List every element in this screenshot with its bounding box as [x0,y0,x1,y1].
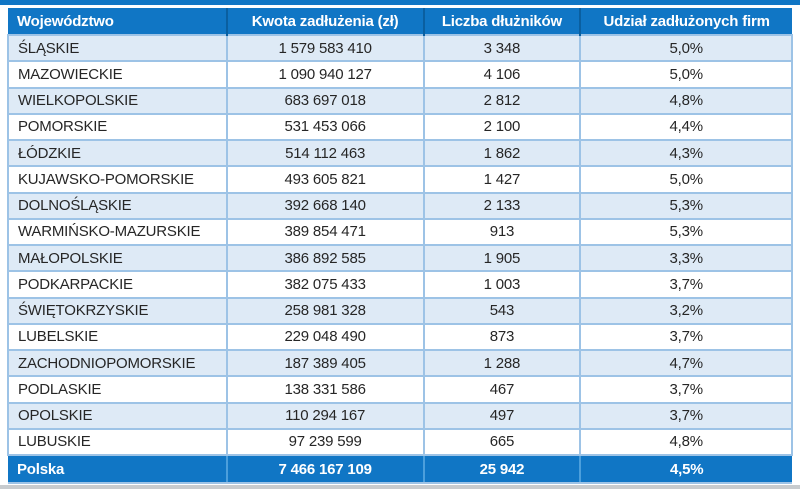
cell-liczba-dluznikow: 1 427 [422,165,582,194]
header-row: Województwo Kwota zadłużenia (zł) Liczba… [8,8,792,35]
summary-label: Polska [8,455,227,484]
column-header-wojewodztwo: Województwo [8,8,227,35]
cell-udzial-zadluzonych-firm: 3,7% [579,322,793,352]
cell-liczba-dluznikow: 3 348 [422,33,582,63]
cell-liczba-dluznikow: 2 100 [422,112,582,142]
debt-table-container: Województwo Kwota zadłużenia (zł) Liczba… [7,8,793,484]
cell-wojewodztwo: DOLNOŚLĄSKIE [7,191,228,220]
cell-kwota-zadluzenia: 683 697 018 [225,86,425,115]
debt-by-voivodeship-table: Województwo Kwota zadłużenia (zł) Liczba… [7,8,793,484]
summary-kwota-zadluzenia: 7 466 167 109 [225,455,424,484]
cell-udzial-zadluzonych-firm: 4,3% [579,138,793,168]
cell-wojewodztwo: MAŁOPOLSKIE [7,243,228,273]
column-header-liczba-dluznikow: Liczba dłużników [422,8,581,35]
cell-udzial-zadluzonych-firm: 4,4% [579,112,793,142]
cell-kwota-zadluzenia: 1 090 940 127 [225,60,425,89]
cell-liczba-dluznikow: 1 288 [422,348,582,378]
table-row: PODLASKIE 138 331 586 467 3,7% [7,375,793,404]
cell-wojewodztwo: PODLASKIE [7,375,228,404]
cell-liczba-dluznikow: 2 133 [422,191,582,220]
cell-wojewodztwo: ZACHODNIOPOMORSKIE [7,348,228,378]
cell-liczba-dluznikow: 665 [422,427,582,457]
cell-wojewodztwo: LUBELSKIE [7,322,228,352]
table-row: KUJAWSKO-POMORSKIE 493 605 821 1 427 5,0% [7,165,793,194]
table-row: LUBUSKIE 97 239 599 665 4,8% [7,427,793,457]
cell-udzial-zadluzonych-firm: 3,7% [579,401,793,430]
cell-wojewodztwo: LUBUSKIE [7,427,228,457]
cell-kwota-zadluzenia: 389 854 471 [225,217,425,247]
cell-udzial-zadluzonych-firm: 4,7% [579,348,793,378]
cell-udzial-zadluzonych-firm: 5,0% [579,33,793,63]
table-header: Województwo Kwota zadłużenia (zł) Liczba… [8,8,792,35]
cell-wojewodztwo: POMORSKIE [7,112,228,142]
cell-udzial-zadluzonych-firm: 5,0% [579,165,793,194]
cell-wojewodztwo: MAZOWIECKIE [7,60,228,89]
cell-kwota-zadluzenia: 1 579 583 410 [225,33,425,63]
cell-kwota-zadluzenia: 382 075 433 [225,270,425,299]
cell-liczba-dluznikow: 1 862 [422,138,582,168]
table-row: OPOLSKIE 110 294 167 497 3,7% [7,401,793,430]
cell-udzial-zadluzonych-firm: 4,8% [579,427,793,457]
cell-wojewodztwo: KUJAWSKO-POMORSKIE [7,165,228,194]
table-row: ŚLĄSKIE 1 579 583 410 3 348 5,0% [7,33,793,63]
column-header-kwota-zadluzenia: Kwota zadłużenia (zł) [225,8,424,35]
table-footer: Polska 7 466 167 109 25 942 4,5% [8,455,792,484]
cell-udzial-zadluzonych-firm: 3,7% [579,270,793,299]
cell-udzial-zadluzonych-firm: 3,3% [579,243,793,273]
summary-udzial-zadluzonych-firm: 4,5% [579,455,792,484]
cell-kwota-zadluzenia: 110 294 167 [225,401,425,430]
cell-wojewodztwo: ŚWIĘTOKRZYSKIE [7,296,228,325]
table-row: ZACHODNIOPOMORSKIE 187 389 405 1 288 4,7% [7,348,793,378]
table-row: ŁÓDZKIE 514 112 463 1 862 4,3% [7,138,793,168]
table-body: ŚLĄSKIE 1 579 583 410 3 348 5,0% MAZOWIECKIE… [7,33,793,457]
cell-udzial-zadluzonych-firm: 5,3% [579,217,793,247]
cell-kwota-zadluzenia: 138 331 586 [225,375,425,404]
table-row: WIELKOPOLSKIE 683 697 018 2 812 4,8% [7,86,793,115]
top-accent-bar [0,0,800,5]
cell-wojewodztwo: WARMIŃSKO-MAZURSKIE [7,217,228,247]
cell-liczba-dluznikow: 543 [422,296,582,325]
cell-liczba-dluznikow: 4 106 [422,60,582,89]
cell-kwota-zadluzenia: 531 453 066 [225,112,425,142]
bottom-edge-bar [0,485,800,489]
cell-wojewodztwo: OPOLSKIE [7,401,228,430]
cell-kwota-zadluzenia: 187 389 405 [225,348,425,378]
table-row: DOLNOŚLĄSKIE 392 668 140 2 133 5,3% [7,191,793,220]
cell-liczba-dluznikow: 913 [422,217,582,247]
cell-kwota-zadluzenia: 258 981 328 [225,296,425,325]
cell-kwota-zadluzenia: 229 048 490 [225,322,425,352]
summary-row: Polska 7 466 167 109 25 942 4,5% [8,455,792,484]
cell-udzial-zadluzonych-firm: 5,3% [579,191,793,220]
cell-liczba-dluznikow: 497 [422,401,582,430]
table-row: ŚWIĘTOKRZYSKIE 258 981 328 543 3,2% [7,296,793,325]
cell-wojewodztwo: PODKARPACKIE [7,270,228,299]
cell-liczba-dluznikow: 1 905 [422,243,582,273]
table-row: PODKARPACKIE 382 075 433 1 003 3,7% [7,270,793,299]
cell-udzial-zadluzonych-firm: 3,2% [579,296,793,325]
cell-liczba-dluznikow: 2 812 [422,86,582,115]
column-header-udzial-zadluzonych-firm: Udział zadłużonych firm [579,8,792,35]
cell-wojewodztwo: ŁÓDZKIE [7,138,228,168]
table-row: WARMIŃSKO-MAZURSKIE 389 854 471 913 5,3% [7,217,793,247]
table-row: LUBELSKIE 229 048 490 873 3,7% [7,322,793,352]
cell-udzial-zadluzonych-firm: 4,8% [579,86,793,115]
cell-udzial-zadluzonych-firm: 3,7% [579,375,793,404]
cell-kwota-zadluzenia: 97 239 599 [225,427,425,457]
summary-liczba-dluznikow: 25 942 [422,455,581,484]
cell-liczba-dluznikow: 873 [422,322,582,352]
table-row: MAŁOPOLSKIE 386 892 585 1 905 3,3% [7,243,793,273]
cell-wojewodztwo: ŚLĄSKIE [7,33,228,63]
cell-kwota-zadluzenia: 493 605 821 [225,165,425,194]
cell-liczba-dluznikow: 1 003 [422,270,582,299]
cell-kwota-zadluzenia: 514 112 463 [225,138,425,168]
table-row: MAZOWIECKIE 1 090 940 127 4 106 5,0% [7,60,793,89]
cell-liczba-dluznikow: 467 [422,375,582,404]
cell-kwota-zadluzenia: 386 892 585 [225,243,425,273]
cell-wojewodztwo: WIELKOPOLSKIE [7,86,228,115]
cell-kwota-zadluzenia: 392 668 140 [225,191,425,220]
table-row: POMORSKIE 531 453 066 2 100 4,4% [7,112,793,142]
cell-udzial-zadluzonych-firm: 5,0% [579,60,793,89]
